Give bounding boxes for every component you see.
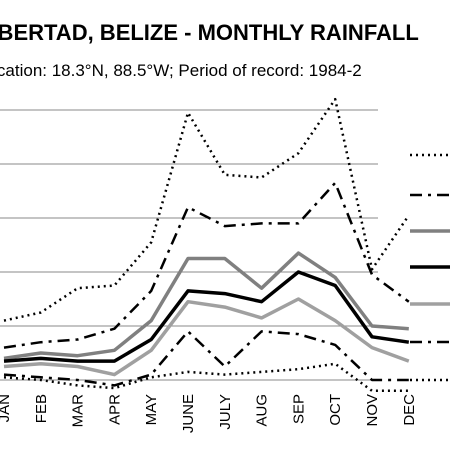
- series-lines: [3, 97, 410, 393]
- x-tick-label: MAY: [143, 394, 160, 425]
- chart-title: LIBERTAD, BELIZE - MONTHLY RAINFALL: [0, 20, 419, 45]
- series-line: [3, 251, 409, 361]
- x-tick-label: DEC: [401, 394, 418, 426]
- series-line: [3, 181, 410, 349]
- chart-subtitle: Location: 18.3°N, 88.5°W; Period of reco…: [0, 61, 362, 80]
- series-line: [3, 97, 410, 322]
- x-tick-label: JAN: [0, 394, 13, 422]
- x-tick-label: JULY: [217, 394, 234, 430]
- series-line: [3, 270, 410, 363]
- x-tick-label: APR: [106, 394, 123, 425]
- x-tick-label: MAR: [70, 394, 87, 428]
- x-tick-label: JUNE: [180, 394, 197, 433]
- x-tick-label: SEP: [290, 394, 307, 424]
- x-tick-label: AUG: [254, 394, 271, 427]
- x-tick-label: FEB: [33, 394, 50, 423]
- series-line: [3, 362, 409, 393]
- legend: [410, 153, 450, 382]
- x-tick-label: NOV: [364, 394, 381, 427]
- x-axis-ticks: JAN FEB MAR APR MAY JUNE JULY AUG SEP OCT NOV DEC: [0, 394, 418, 433]
- gridlines: [0, 109, 378, 381]
- series-line: [3, 297, 410, 377]
- x-tick-label: OCT: [327, 394, 344, 426]
